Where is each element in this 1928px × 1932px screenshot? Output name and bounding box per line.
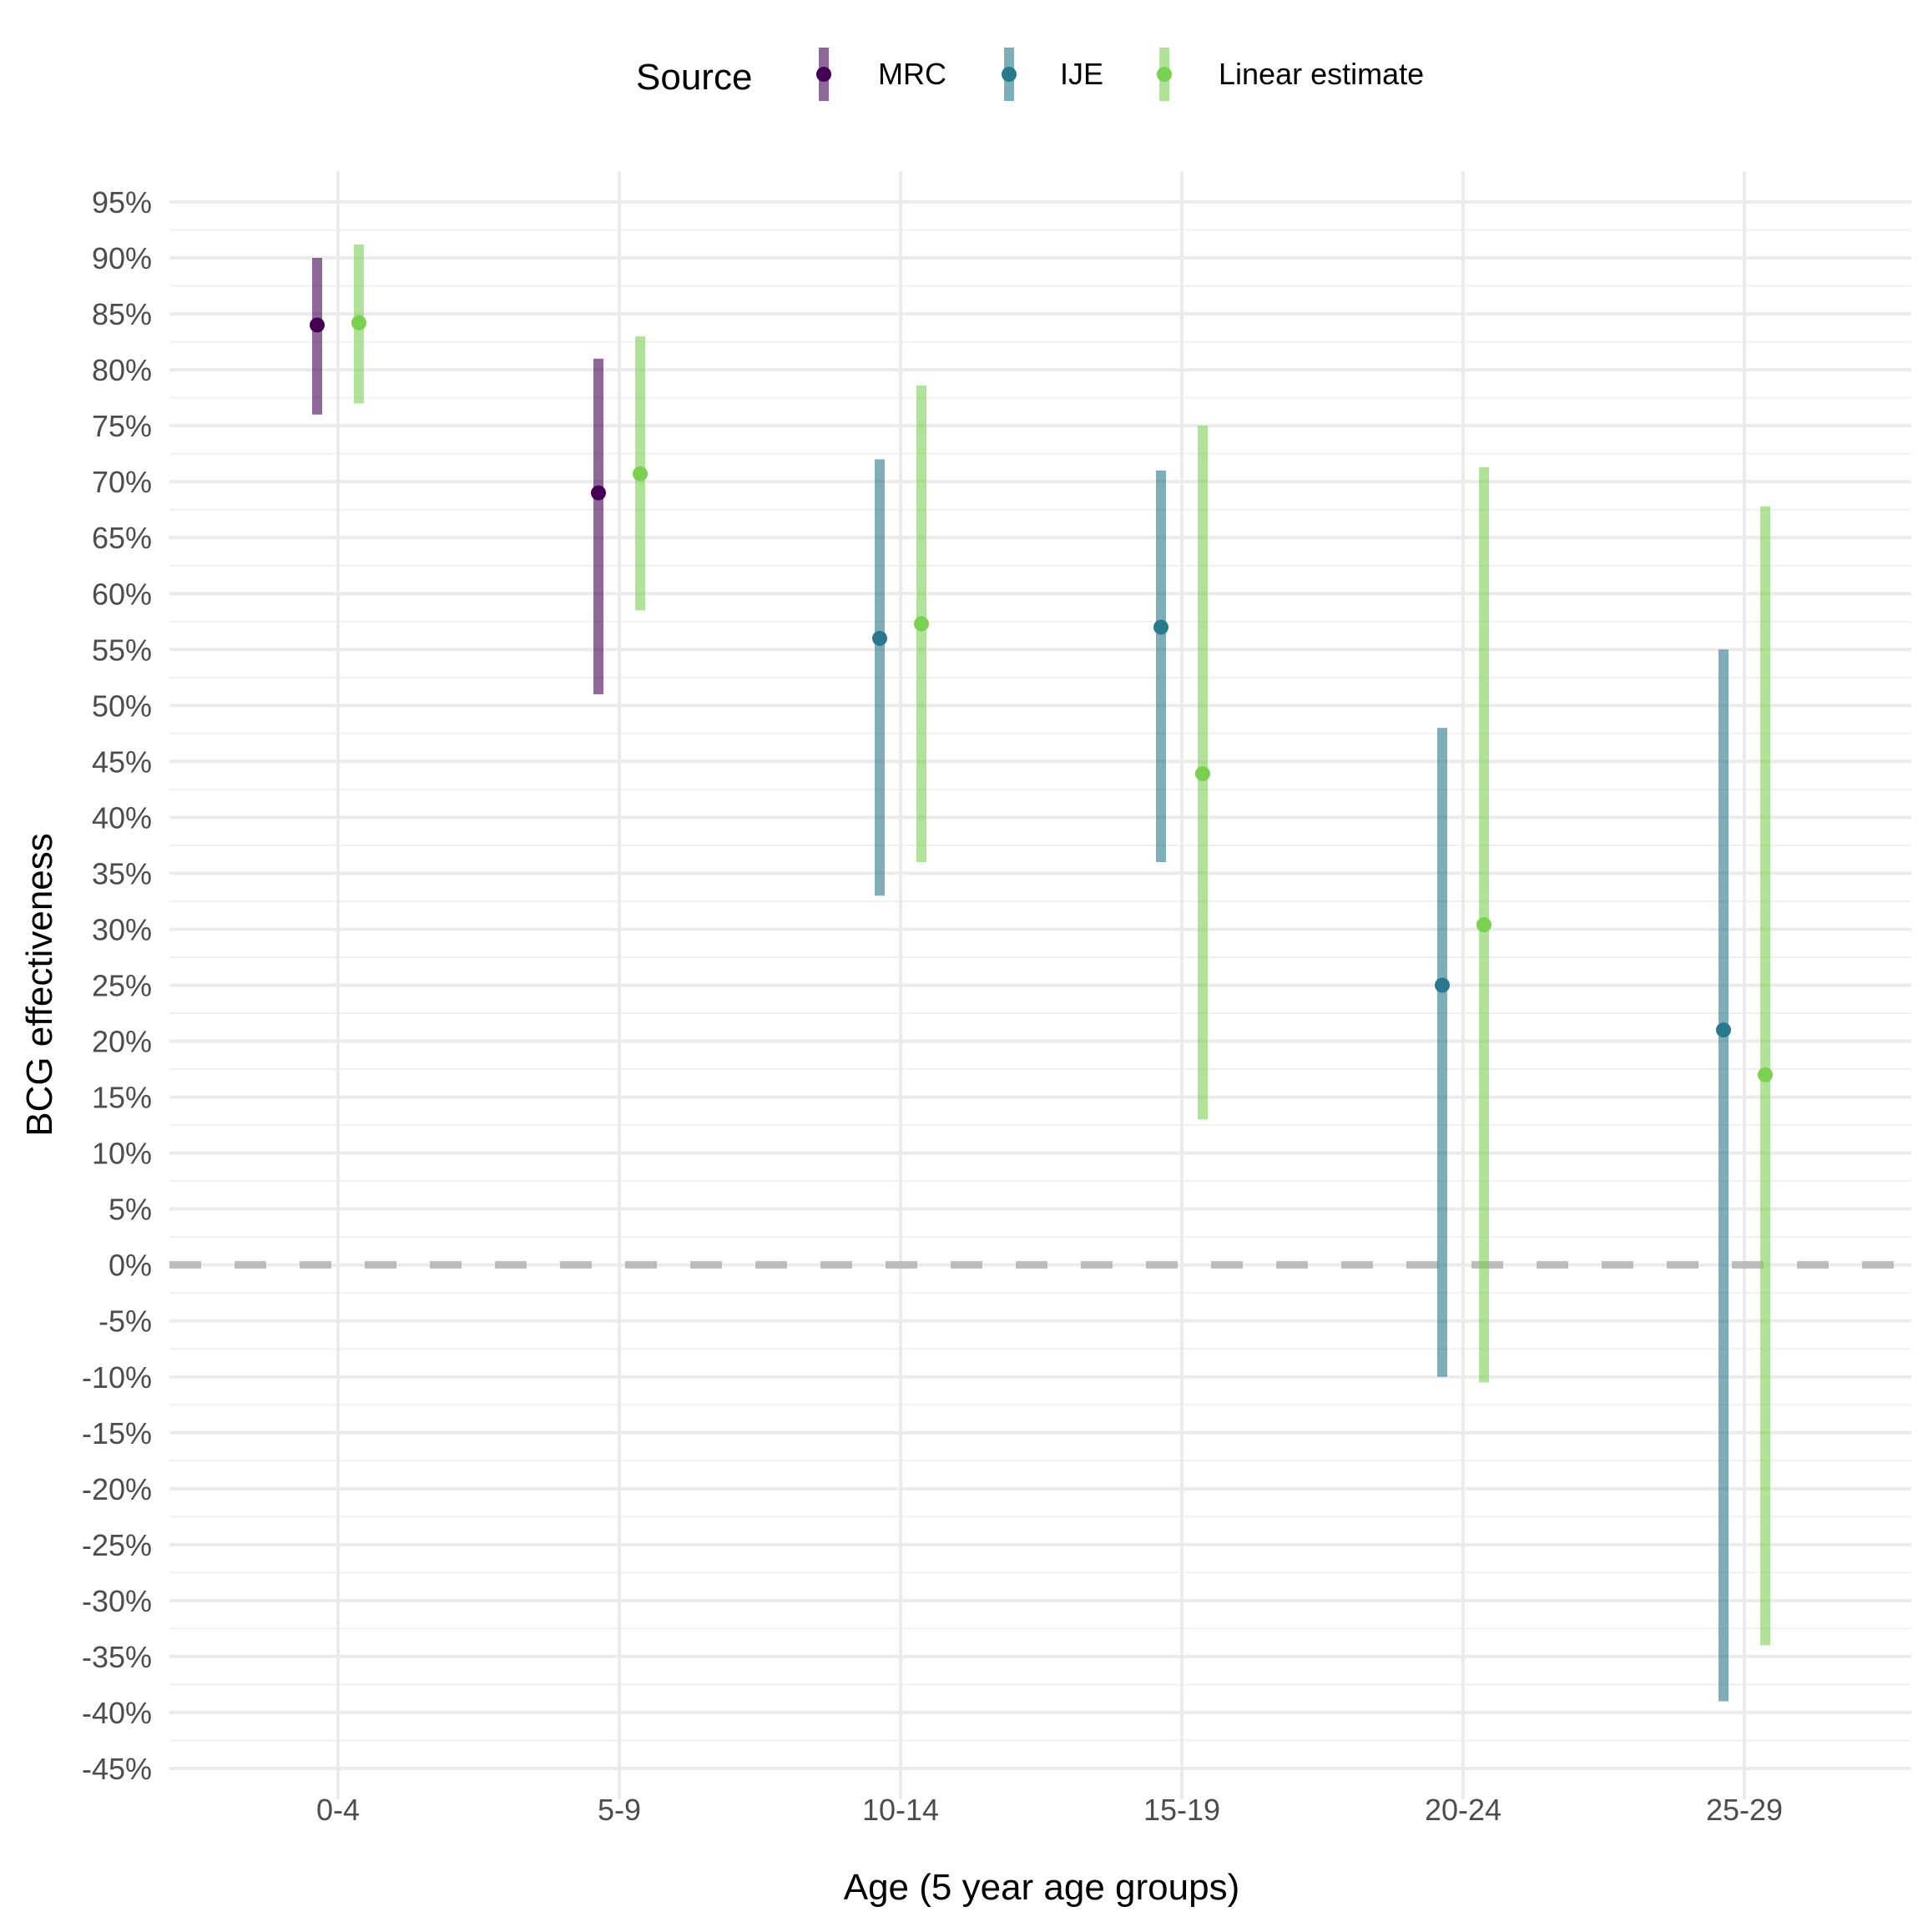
- x-tick-label: 15-19: [1143, 1793, 1220, 1827]
- data-point: [351, 315, 366, 330]
- y-tick-label: 0%: [109, 1248, 152, 1283]
- y-tick-label: 10%: [92, 1137, 152, 1171]
- y-tick-label: -5%: [98, 1304, 152, 1339]
- y-tick-label: 95%: [92, 185, 152, 219]
- data-point: [1195, 766, 1210, 782]
- y-tick-label: 15%: [92, 1081, 152, 1115]
- y-tick-label: -35%: [82, 1640, 152, 1674]
- y-tick-label: -20%: [82, 1472, 152, 1506]
- y-tick-label: 50%: [92, 689, 152, 723]
- legend-label: IJE: [1060, 57, 1103, 91]
- y-tick-label: 70%: [92, 465, 152, 499]
- legend-title: Source: [636, 57, 752, 98]
- legend-key-point: [1002, 67, 1017, 82]
- y-tick-label: 30%: [92, 912, 152, 946]
- x-axis-title: Age (5 year age groups): [844, 1867, 1240, 1908]
- y-tick-label: -15%: [82, 1416, 152, 1450]
- x-tick-label: 20-24: [1425, 1793, 1502, 1827]
- y-axis-title: BCG effectiveness: [19, 833, 60, 1137]
- y-tick-label: 5%: [109, 1193, 152, 1227]
- data-point: [872, 630, 887, 646]
- y-tick-label: 55%: [92, 633, 152, 667]
- y-tick-label: 65%: [92, 521, 152, 555]
- data-point: [310, 317, 325, 333]
- legend: Source MRC IJE Linear estimate: [636, 48, 1424, 101]
- y-tick-label: -40%: [82, 1696, 152, 1730]
- x-tick-label: 10-14: [862, 1793, 939, 1827]
- y-tick-label: 60%: [92, 577, 152, 611]
- y-tick-label: -45%: [82, 1752, 152, 1786]
- legend-label: Linear estimate: [1219, 57, 1424, 91]
- y-tick-label: 35%: [92, 856, 152, 890]
- data-point: [1435, 977, 1450, 993]
- data-point: [914, 616, 929, 632]
- y-tick-label: 75%: [92, 409, 152, 443]
- grid-minor: [169, 229, 1911, 1742]
- legend-label: MRC: [878, 57, 946, 91]
- y-tick-label: 80%: [92, 353, 152, 387]
- data-point: [1716, 1022, 1731, 1038]
- x-tick-label: 5-9: [598, 1793, 641, 1827]
- y-tick-label: -30%: [82, 1584, 152, 1618]
- data-point: [591, 485, 606, 501]
- x-tick-label: 25-29: [1706, 1793, 1783, 1827]
- x-tick-label: 0-4: [316, 1793, 360, 1827]
- legend-key-point: [816, 67, 831, 82]
- legend-items: MRC IJE Linear estimate: [816, 48, 1424, 101]
- y-tick-label: -25%: [82, 1528, 152, 1562]
- data-point: [1476, 917, 1491, 933]
- data-point: [633, 466, 648, 482]
- y-tick-label: 20%: [92, 1025, 152, 1059]
- data-point: [1758, 1067, 1773, 1082]
- legend-key-point: [1157, 67, 1172, 82]
- data-point: [1153, 619, 1168, 635]
- y-tick-label: 85%: [92, 297, 152, 331]
- y-tick-label: 90%: [92, 241, 152, 275]
- data-points: [310, 315, 1773, 1082]
- y-tick-label: 45%: [92, 744, 152, 779]
- x-axis-ticks: 0-4 5-9 10-14 15-19 20-24 25-29: [316, 1793, 1783, 1827]
- y-tick-label: -10%: [82, 1360, 152, 1395]
- y-tick-label: 25%: [92, 969, 152, 1003]
- y-axis-ticks: -45% -40% -35% -30% -25% -20% -15% -10% -5% 0% 5% 1…: [82, 185, 152, 1786]
- y-tick-label: 40%: [92, 800, 152, 835]
